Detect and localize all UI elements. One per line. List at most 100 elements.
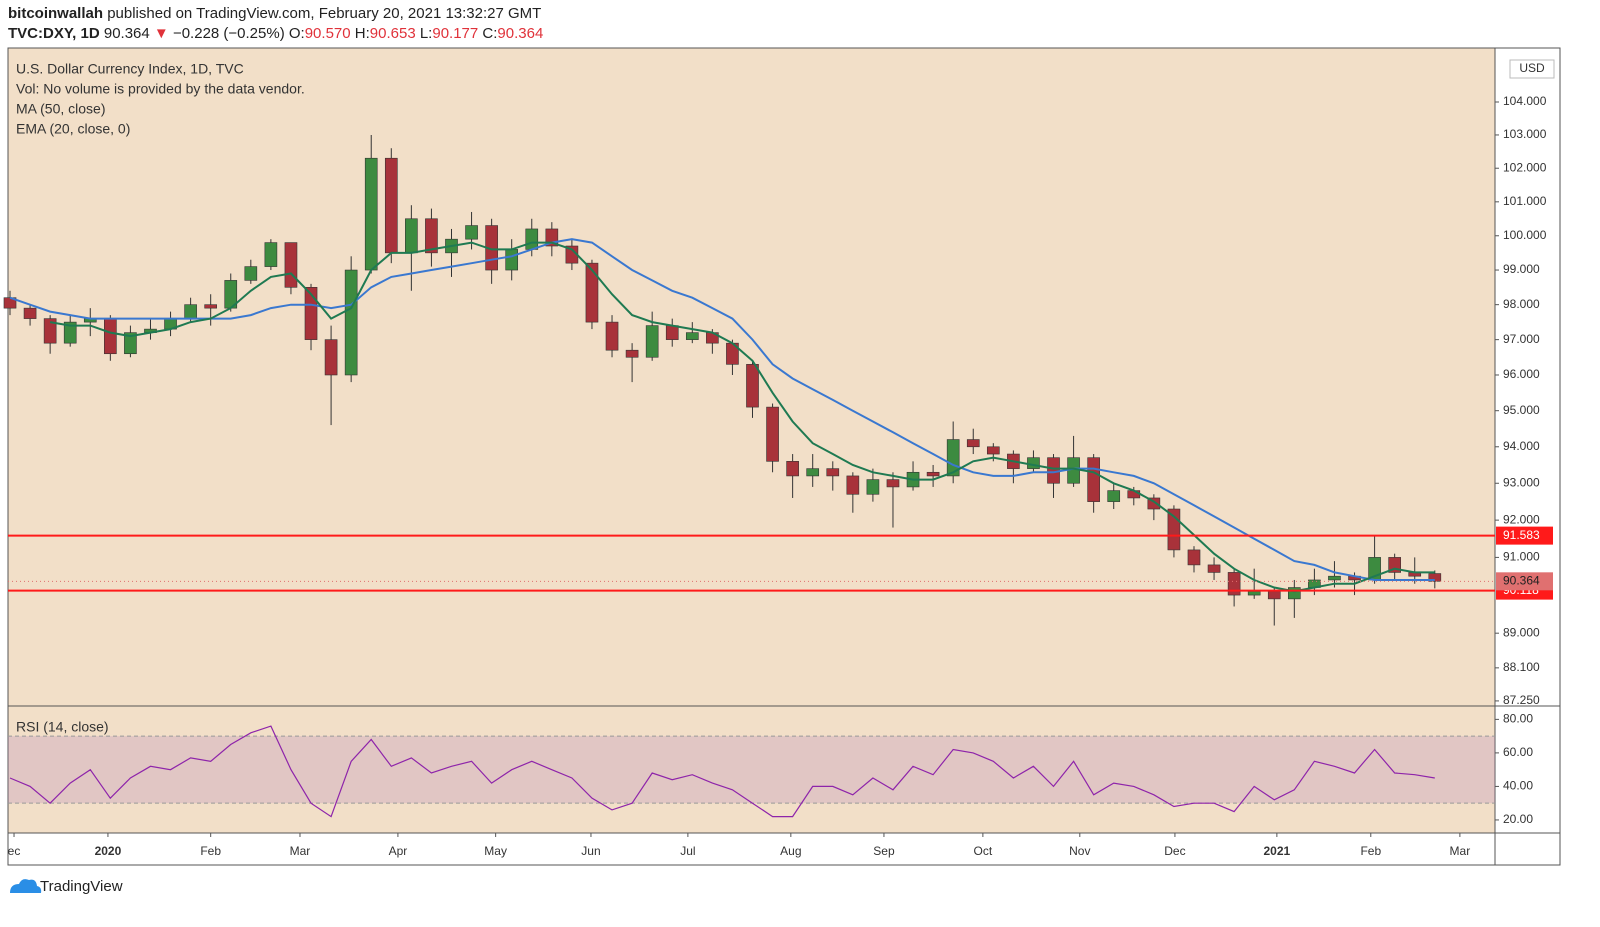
candle-body bbox=[665, 325, 679, 340]
candle-body bbox=[384, 157, 398, 254]
x-tick-label: Nov bbox=[1069, 844, 1090, 858]
candle-body bbox=[1147, 497, 1161, 510]
x-tick-label: 2021 bbox=[1264, 844, 1291, 858]
last: 90.364 bbox=[103, 25, 150, 42]
footer-brand: TradingView bbox=[40, 878, 123, 895]
level-label: 91.583 bbox=[1503, 528, 1540, 542]
ohlc-value: 90.177 bbox=[432, 25, 479, 42]
ohlc-label: C: bbox=[482, 25, 498, 42]
y-tick-label: 99.000 bbox=[1503, 262, 1540, 276]
price-axis-bg bbox=[1495, 48, 1560, 865]
candle-body bbox=[1247, 590, 1261, 596]
candle-body bbox=[1267, 590, 1281, 600]
plot-frame bbox=[7, 47, 1561, 866]
candle-body bbox=[1187, 549, 1201, 566]
y-tick-label: 89.000 bbox=[1503, 625, 1540, 639]
publisher: bitcoinwallah bbox=[8, 5, 104, 22]
candle-body bbox=[926, 471, 940, 477]
publish-line: bitcoinwallah published on TradingView.c… bbox=[8, 4, 543, 24]
x-tick-label: ec bbox=[8, 844, 21, 858]
candle-body bbox=[1027, 457, 1040, 469]
change: −0.228 (−0.25%) bbox=[172, 25, 285, 42]
y-tick-label: 101.000 bbox=[1503, 194, 1547, 208]
candle-body bbox=[826, 468, 840, 477]
currency-box bbox=[1509, 59, 1555, 79]
candle-body bbox=[766, 406, 779, 462]
y-tick-label: 96.000 bbox=[1503, 367, 1540, 381]
currency-label: USD bbox=[1519, 61, 1545, 75]
header: bitcoinwallah published on TradingView.c… bbox=[8, 4, 543, 44]
legend-ma: MA (50, close) bbox=[16, 101, 105, 117]
x-tick-label: Feb bbox=[200, 844, 221, 858]
x-tick-label: Feb bbox=[1360, 844, 1381, 858]
x-tick-label: Jul bbox=[680, 844, 695, 858]
candle-body bbox=[63, 321, 77, 344]
y-tick-label: 60.00 bbox=[1503, 745, 1533, 759]
last-price-bg bbox=[1496, 572, 1553, 591]
y-tick-label: 100.000 bbox=[1503, 228, 1547, 242]
x-tick-label: 2020 bbox=[95, 844, 122, 858]
candle-body bbox=[1207, 564, 1221, 573]
candle-body bbox=[1047, 457, 1060, 484]
candle-body bbox=[1288, 587, 1301, 600]
y-tick-label: 91.000 bbox=[1503, 550, 1540, 564]
candle-body bbox=[625, 349, 639, 358]
candle-body bbox=[886, 479, 900, 488]
y-tick-label: 40.00 bbox=[1503, 779, 1533, 793]
candle-body bbox=[324, 339, 338, 376]
candle-body bbox=[866, 479, 880, 495]
y-tick-label: 98.000 bbox=[1503, 297, 1540, 311]
candle-body bbox=[43, 318, 57, 344]
candle-body bbox=[264, 242, 278, 267]
candle-body bbox=[124, 332, 137, 355]
candle-body bbox=[505, 249, 519, 271]
series-line bbox=[9, 725, 1435, 818]
candle-body bbox=[184, 304, 197, 319]
y-tick-label: 102.000 bbox=[1503, 160, 1547, 174]
outer-border bbox=[7, 47, 1561, 866]
x-tick-label: Sep bbox=[873, 844, 895, 858]
candle-body bbox=[1227, 572, 1241, 596]
candle-body bbox=[364, 157, 378, 271]
y-tick-label: 92.000 bbox=[1503, 512, 1540, 526]
candle-body bbox=[1167, 508, 1181, 551]
x-tick-label: Jun bbox=[581, 844, 600, 858]
y-tick-label: 104.000 bbox=[1503, 94, 1547, 108]
ohlc-label: L: bbox=[419, 25, 433, 42]
ohlc-label: H: bbox=[354, 25, 370, 42]
candle-body bbox=[645, 325, 659, 358]
ohlc-label: O: bbox=[288, 25, 305, 42]
legend-ema: EMA (20, close, 0) bbox=[16, 121, 130, 137]
level-label-bg bbox=[1496, 526, 1553, 545]
series-line bbox=[49, 241, 1435, 593]
candle-body bbox=[244, 266, 258, 281]
rsi-title: RSI (14, close) bbox=[16, 719, 109, 735]
candle-body bbox=[1328, 575, 1341, 581]
candle-body bbox=[605, 321, 619, 351]
x-tick-label: Oct bbox=[974, 844, 993, 858]
y-tick-label: 88.100 bbox=[1503, 660, 1540, 674]
candle-body bbox=[1428, 573, 1442, 582]
x-tick-label: Apr bbox=[389, 844, 408, 858]
candle-body bbox=[284, 242, 298, 288]
candle-body bbox=[786, 461, 799, 477]
x-tick-label: Mar bbox=[1450, 844, 1471, 858]
x-tick-label: Dec bbox=[1164, 844, 1185, 858]
candle-body bbox=[1087, 457, 1100, 502]
candle-body bbox=[204, 304, 218, 309]
footer-logo: TradingView bbox=[10, 878, 123, 895]
ohlc-value: 90.653 bbox=[369, 25, 416, 42]
y-tick-label: 103.000 bbox=[1503, 127, 1547, 141]
chart-title: U.S. Dollar Currency Index, 1D, TVC bbox=[16, 61, 244, 77]
candle-body bbox=[344, 269, 358, 376]
published: published on TradingView.com, February 2… bbox=[107, 5, 542, 22]
y-tick-label: 20.00 bbox=[1503, 812, 1533, 826]
candle-body bbox=[806, 468, 820, 477]
symbol-line: TVC:DXY, 1D 90.364 ▼ −0.228 (−0.25%) O:9… bbox=[8, 24, 543, 44]
y-tick-label: 93.000 bbox=[1503, 475, 1540, 489]
x-tick-label: Aug bbox=[780, 844, 801, 858]
candle-body bbox=[986, 446, 1000, 455]
candle-body bbox=[304, 287, 318, 340]
